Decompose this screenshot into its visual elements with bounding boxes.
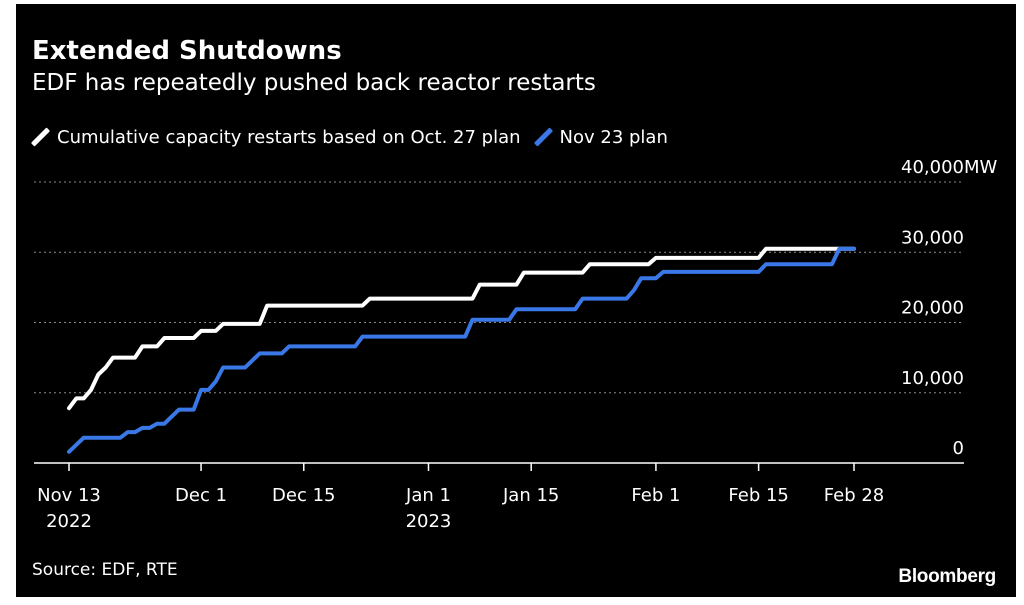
source-note: Source: EDF, RTE [32,560,178,580]
x-tick-label: Jan 1 [405,485,451,506]
x-tick-label: Feb 28 [824,485,885,506]
y-unit-label: MW [964,157,998,178]
x-tick-label: Dec 1 [175,485,227,506]
x-tick-label: Jan 15 [502,485,559,506]
line-chart: 0 10,000 20,000 30,000 40,000 MW Nov 13 2022 Dec… [34,157,998,532]
legend-label-oct27: Cumulative capacity restarts based on Oc… [57,126,521,148]
y-tick-label: 0 [953,438,964,459]
series-line-nov23-plan [67,246,856,454]
legend: Cumulative capacity restarts based on Oc… [30,124,682,150]
x-tick-label: Dec 15 [272,485,335,506]
chart-panel: Extended Shutdowns EDF has repeatedly pu… [16,4,1016,597]
y-tick-label: 10,000 [901,368,964,389]
x-tick-label: Feb 15 [728,485,789,506]
y-tick-label: 40,000 [901,157,964,178]
x-tick-label: Nov 13 [37,485,101,506]
legend-item-oct27: Cumulative capacity restarts based on Oc… [30,126,521,148]
series-line-oct27-plan [67,246,856,411]
x-tick-sublabel: 2023 [406,511,452,532]
y-tick-label: 30,000 [901,227,964,248]
bloomberg-logo: Bloomberg [898,566,996,587]
chart-title: Extended Shutdowns [32,36,342,66]
x-tick-label: Feb 1 [631,485,680,506]
x-tick-sublabel: 2022 [46,511,92,532]
legend-label-nov23: Nov 23 plan [559,126,668,148]
y-tick-label: 20,000 [901,298,964,319]
chart-subtitle: EDF has repeatedly pushed back reactor r… [32,70,596,96]
legend-item-nov23: Nov 23 plan [533,126,668,148]
